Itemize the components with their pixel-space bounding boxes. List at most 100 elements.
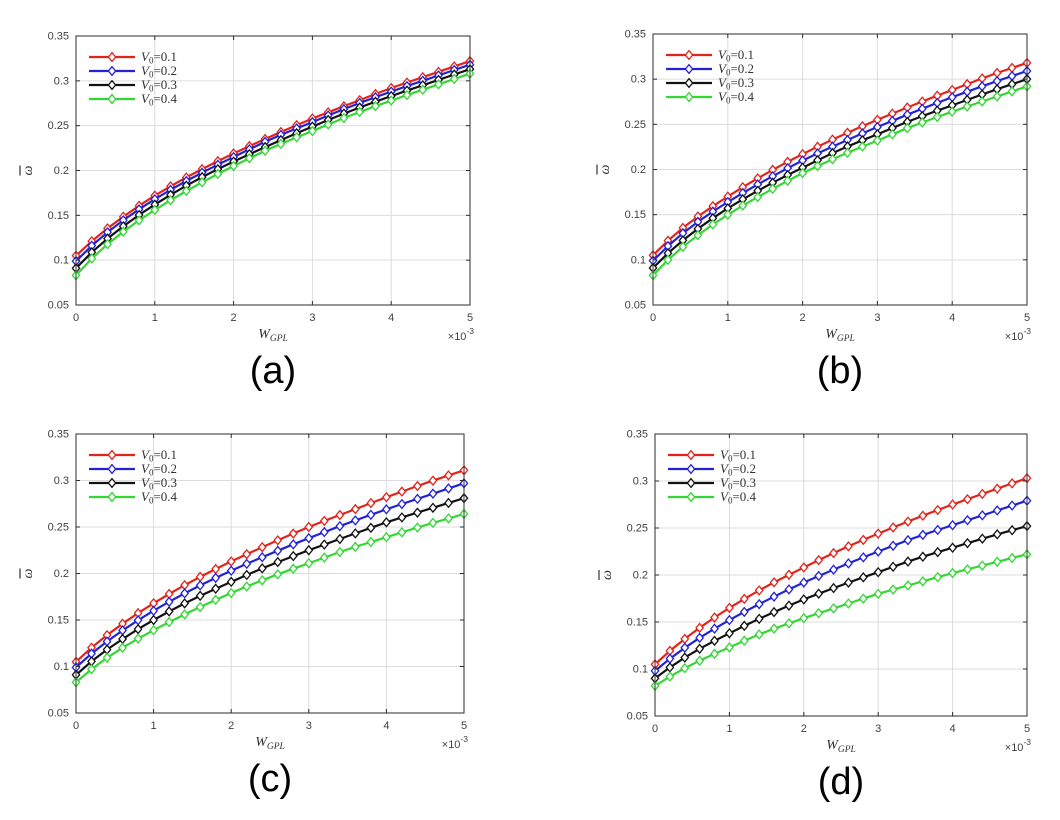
diamond-marker-icon xyxy=(149,614,159,626)
diamond-marker-icon xyxy=(226,565,236,577)
x-tick-label: 0 xyxy=(652,723,658,735)
diamond-marker-icon xyxy=(903,580,913,591)
diamond-marker-icon xyxy=(118,642,128,654)
y-axis-label: ω xyxy=(598,570,615,580)
diamond-marker-icon xyxy=(180,588,190,599)
series-V0=0.2 xyxy=(71,59,475,267)
series-V0=0.3 xyxy=(71,63,475,274)
diamond-marker-icon xyxy=(242,569,252,581)
diamond-marker-icon xyxy=(724,614,734,626)
axis-box xyxy=(654,433,1028,717)
diamond-marker-icon xyxy=(335,509,345,521)
diamond-marker-icon xyxy=(273,556,283,568)
diamond-marker-icon xyxy=(304,532,314,544)
diamond-marker-icon xyxy=(754,613,764,625)
y-tick-label: 0.35 xyxy=(627,429,648,441)
legend-diamond-icon xyxy=(684,63,694,75)
diamond-marker-icon xyxy=(381,491,391,503)
diamond-marker-icon xyxy=(386,95,396,106)
diamond-marker-icon xyxy=(180,609,190,620)
diamond-marker-icon xyxy=(288,539,298,550)
diamond-marker-icon xyxy=(710,635,719,647)
diamond-marker-icon xyxy=(723,209,733,220)
legend-diamond-icon xyxy=(107,93,117,105)
diamond-marker-icon xyxy=(754,629,764,640)
diamond-marker-icon xyxy=(164,616,174,628)
x-tick-label: 5 xyxy=(1024,723,1030,735)
diamond-marker-icon xyxy=(323,119,333,130)
diamond-marker-icon xyxy=(381,504,391,515)
diamond-marker-icon xyxy=(872,135,882,146)
y-axis-label: ω xyxy=(19,568,36,579)
x-tick-label: 5 xyxy=(467,312,473,324)
diamond-marker-icon xyxy=(273,545,283,557)
diamond-marker-icon xyxy=(814,607,824,619)
x-tick-label: 5 xyxy=(1024,312,1030,324)
diamond-marker-icon xyxy=(710,612,719,623)
y-tick-label: 0.2 xyxy=(54,568,69,580)
diamond-marker-icon xyxy=(213,168,223,180)
diamond-marker-icon xyxy=(739,593,749,605)
series-V0=0.4 xyxy=(648,81,1032,281)
diamond-marker-icon xyxy=(724,642,734,653)
diamond-marker-icon xyxy=(242,548,252,560)
series-V0=0.2 xyxy=(650,495,1032,677)
y-tick-label: 0.3 xyxy=(631,74,646,86)
x-tick-label: 1 xyxy=(151,720,157,732)
grid-lines xyxy=(652,33,1028,306)
diamond-marker-icon xyxy=(319,526,329,538)
diamond-marker-icon xyxy=(695,643,705,655)
diamond-marker-icon xyxy=(783,175,793,187)
diamond-marker-icon xyxy=(962,101,972,112)
diamond-marker-icon xyxy=(412,493,422,505)
y-tick-label: 0.25 xyxy=(48,120,69,132)
diamond-marker-icon xyxy=(288,550,298,562)
diamond-marker-icon xyxy=(977,510,987,521)
diamond-marker-icon xyxy=(739,606,749,618)
x-tick-label: 3 xyxy=(874,312,880,324)
diamond-marker-icon xyxy=(977,533,987,544)
diamond-marker-icon xyxy=(195,580,205,591)
y-tick-label: 0.2 xyxy=(633,570,648,582)
legend-diamond-icon xyxy=(107,79,117,91)
diamond-marker-icon xyxy=(858,593,868,604)
diamond-marker-icon xyxy=(977,96,987,107)
y-tick-label: 0.15 xyxy=(627,617,648,629)
diamond-marker-icon xyxy=(1007,478,1017,489)
y-axis-label: ω xyxy=(596,164,613,175)
diamond-marker-icon xyxy=(350,541,360,553)
diamond-marker-icon xyxy=(273,534,283,546)
diamond-marker-icon xyxy=(947,106,957,117)
diamond-marker-icon xyxy=(948,567,958,579)
legend-diamond-icon xyxy=(686,491,696,503)
diamond-marker-icon xyxy=(366,536,376,548)
diamond-marker-icon xyxy=(1007,552,1017,564)
diamond-marker-icon xyxy=(663,254,673,266)
series-line xyxy=(75,68,471,269)
diamond-marker-icon xyxy=(1007,86,1017,97)
diamond-marker-icon xyxy=(695,622,705,634)
y-tick-label: 0.15 xyxy=(48,615,69,627)
y-tick-label: 0.25 xyxy=(627,523,648,535)
diamond-marker-icon xyxy=(992,556,1002,568)
legend-item-label: V0=0.4 xyxy=(141,489,178,506)
tick-labels: 0 1 2 3 4 5 0.05 0.1 0.15 0.2 0.25 0.3 0.35 xyxy=(625,29,1030,325)
y-tick-label: 0.15 xyxy=(48,210,69,222)
y-tick-label: 0.1 xyxy=(54,255,69,267)
diamond-marker-icon xyxy=(292,132,302,143)
diamond-marker-icon xyxy=(843,577,853,588)
diamond-marker-icon xyxy=(680,662,690,674)
diamond-marker-icon xyxy=(917,117,927,128)
diamond-marker-icon xyxy=(133,623,143,635)
axis-box xyxy=(75,35,471,306)
panel-caption-c: (c) xyxy=(247,758,293,800)
diamond-marker-icon xyxy=(768,183,778,195)
diamond-marker-icon xyxy=(933,546,943,558)
diamond-marker-icon xyxy=(418,84,428,96)
diamond-marker-icon xyxy=(888,540,898,552)
diamond-marker-icon xyxy=(428,475,438,486)
diamond-marker-icon xyxy=(319,552,329,563)
diamond-marker-icon xyxy=(977,488,987,500)
diamond-marker-icon xyxy=(276,138,286,150)
diamond-marker-icon xyxy=(1007,524,1017,536)
